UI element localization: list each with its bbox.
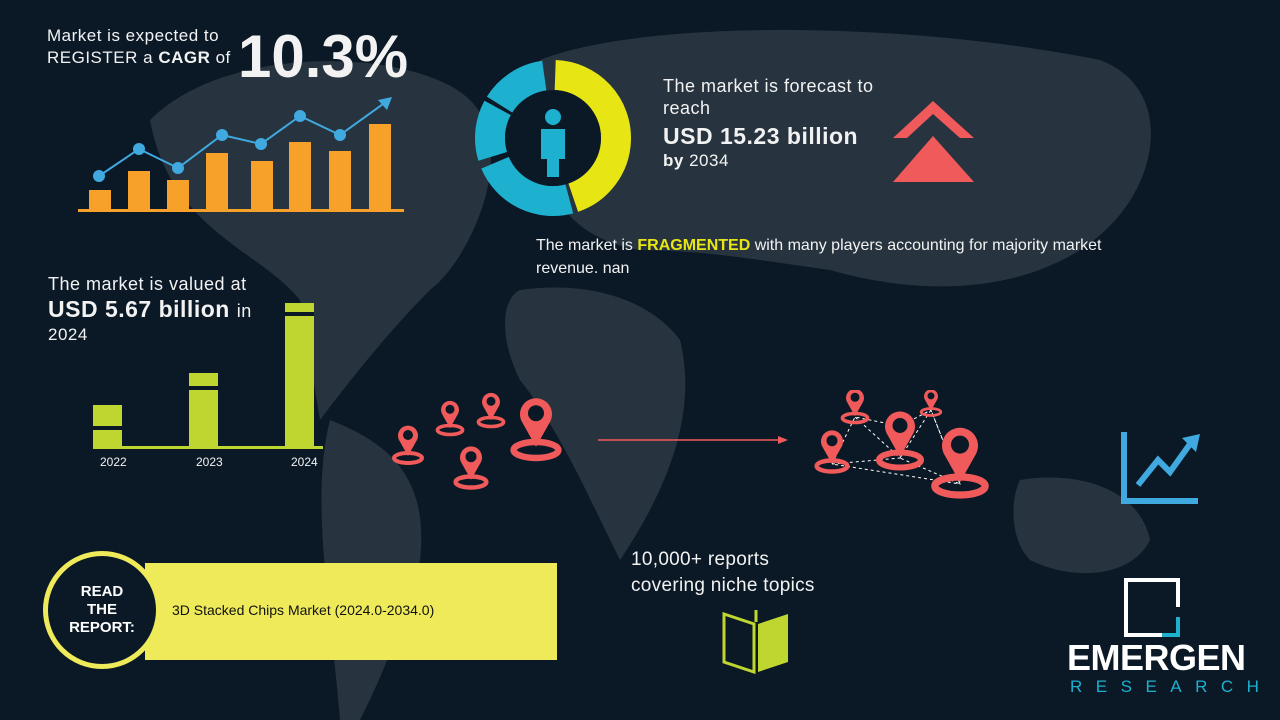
forecast-value: USD 15.23 billion xyxy=(663,123,859,149)
valued-value: USD 5.67 billion xyxy=(48,296,230,322)
valued-line1: The market is valued at xyxy=(48,274,247,294)
valued-value-line: USD 5.67 billion in xyxy=(48,296,252,323)
reports-count: 10,000+ reports xyxy=(631,549,770,570)
location-pin-icon xyxy=(879,411,921,467)
read-report-badge[interactable]: READ THE REPORT: xyxy=(43,551,161,669)
growth-bar xyxy=(251,161,273,210)
x-tick-2024: 2024 xyxy=(291,455,318,469)
location-pin-icon xyxy=(919,390,943,417)
location-pin-icon xyxy=(392,423,424,465)
growth-bar xyxy=(128,171,150,210)
bar-2023 xyxy=(189,373,218,448)
logo-name: EMERGEN xyxy=(1067,637,1246,678)
reports-line2: covering niche topics xyxy=(631,575,815,596)
location-pin-icon xyxy=(435,399,465,437)
cagr-line2-post: of xyxy=(210,48,231,67)
logo-sub: RESEARCH xyxy=(1070,677,1273,696)
forecast-by: by xyxy=(663,151,684,170)
read-label: READ xyxy=(80,583,124,600)
fragmented-pre: The market is xyxy=(536,237,638,254)
fragmented-highlight: FRAGMENTED xyxy=(637,237,751,254)
location-pin-icon xyxy=(476,391,506,429)
report-title[interactable]: 3D Stacked Chips Market (2024.0-2034.0) xyxy=(172,602,435,618)
emergen-logo-mark xyxy=(1124,578,1180,637)
growth-bar xyxy=(289,142,311,210)
growth-bar xyxy=(167,180,189,210)
cagr-label: CAGR xyxy=(158,48,211,67)
reports-line1: 10,000+ reports xyxy=(631,549,769,571)
forecast-year-line: by 2034 xyxy=(663,151,729,171)
open-book-icon xyxy=(722,610,788,674)
growth-chart-icon xyxy=(78,97,404,212)
valued-year: 2024 xyxy=(48,325,88,344)
double-chevron-up-icon xyxy=(893,101,974,182)
location-pin-icon xyxy=(456,446,487,487)
fragmented-text: The market is FRAGMENTED with many playe… xyxy=(536,237,1102,255)
growth-bar xyxy=(206,153,228,210)
donut-person-icon xyxy=(475,59,631,216)
growth-bar xyxy=(329,151,351,210)
valued-in: in xyxy=(236,301,252,321)
forecast-line1: The market is forecast to xyxy=(663,76,874,96)
x-tick-2023: 2023 xyxy=(196,455,223,469)
market-size-bar-chart xyxy=(93,303,323,449)
x-tick-2022: 2022 xyxy=(100,455,127,469)
forecast-year: 2034 xyxy=(689,151,729,170)
location-pin-icon xyxy=(514,398,559,458)
cagr-line1: Market is expected to xyxy=(47,26,220,45)
fragmented-line2: revenue. nan xyxy=(536,260,630,277)
location-pins-graphic xyxy=(392,390,1000,500)
report-label: REPORT: xyxy=(69,619,135,636)
growth-bar xyxy=(369,124,391,210)
report-banner[interactable] xyxy=(145,563,557,660)
fragmented-post: with many players accounting for majorit… xyxy=(750,237,1102,254)
cagr-line2: REGISTER a CAGR of xyxy=(47,48,231,68)
trend-up-icon xyxy=(1121,432,1200,504)
cagr-line2-pre: REGISTER a xyxy=(47,48,159,67)
growth-bar xyxy=(89,190,111,210)
cagr-value: 10.3% xyxy=(238,23,409,90)
bar-2024 xyxy=(285,303,314,448)
the-label: THE xyxy=(87,601,117,618)
forecast-line2: reach xyxy=(663,98,711,118)
